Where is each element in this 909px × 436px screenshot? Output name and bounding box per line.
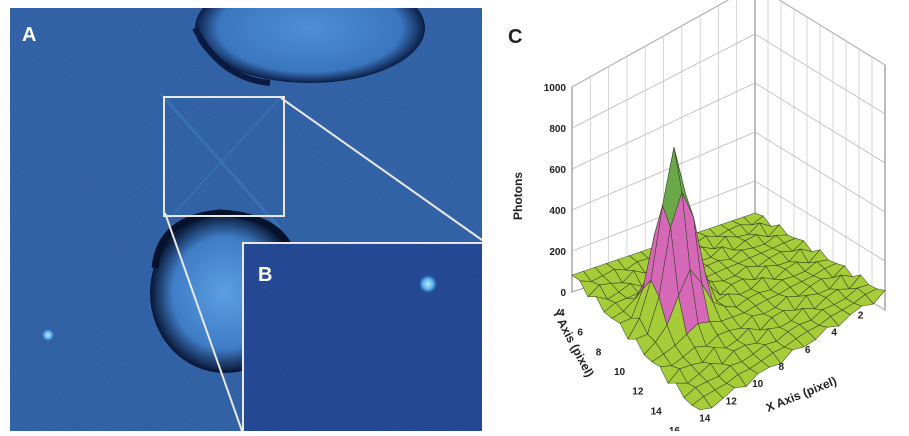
y-tick-label: 4 (559, 308, 565, 319)
x-tick-label: 12 (726, 396, 738, 407)
y-tick-label: 8 (596, 347, 602, 358)
upper-cell (195, 8, 425, 83)
x-tick-label: 6 (805, 345, 811, 356)
surface-plot: 0 200 400 600 800 1000 14 12 10 8 6 4 2 4 6 8 10 12 14 16… (511, 0, 886, 436)
panel-label-c: C (508, 26, 523, 48)
z-tick-label: 400 (549, 206, 566, 217)
micrograph-panel-a: B A (10, 8, 482, 431)
z-tick-label: 0 (560, 288, 566, 299)
z-axis-ticks: 0 200 400 600 800 1000 (544, 83, 567, 299)
z-tick-label: 800 (549, 124, 566, 135)
panel-label-b: B (258, 264, 273, 286)
micrograph-image (10, 8, 482, 431)
x-tick-label: 10 (752, 379, 764, 390)
x-tick-label: 8 (779, 362, 785, 373)
x-axis-label: X Axis (pixel) (764, 374, 839, 415)
surface-peak (634, 147, 714, 335)
y-tick-label: 14 (651, 406, 663, 417)
y-tick-label: 6 (577, 328, 583, 339)
plot-frame (571, 0, 886, 311)
zoom-region-box (163, 96, 285, 217)
surface-plot-panel-c: C 0 200 400 600 800 1000 14 12 10 8 6 4 2 4 6 8 10 12 14… (500, 0, 909, 436)
y-tick-label: 10 (614, 367, 626, 378)
x-axis-ticks: 14 12 10 8 6 4 2 (699, 311, 864, 425)
panel-label-a: A (22, 24, 37, 46)
x-tick-label: 2 (858, 311, 864, 322)
z-tick-label: 600 (549, 165, 566, 176)
single-molecule-spot (418, 274, 438, 294)
y-tick-label: 16 (669, 426, 681, 431)
z-tick-label: 200 (549, 247, 566, 258)
bright-spot (41, 328, 55, 342)
inset-image (244, 244, 482, 431)
y-tick-label: 12 (632, 387, 644, 398)
z-tick-label: 1000 (544, 83, 567, 94)
x-tick-label: 4 (831, 328, 837, 339)
inset-panel-b: B (242, 242, 482, 431)
x-tick-label: 14 (699, 413, 711, 424)
y-axis-label: Y Axis (pixel) (549, 307, 596, 380)
z-axis-label: Photons (511, 172, 525, 220)
